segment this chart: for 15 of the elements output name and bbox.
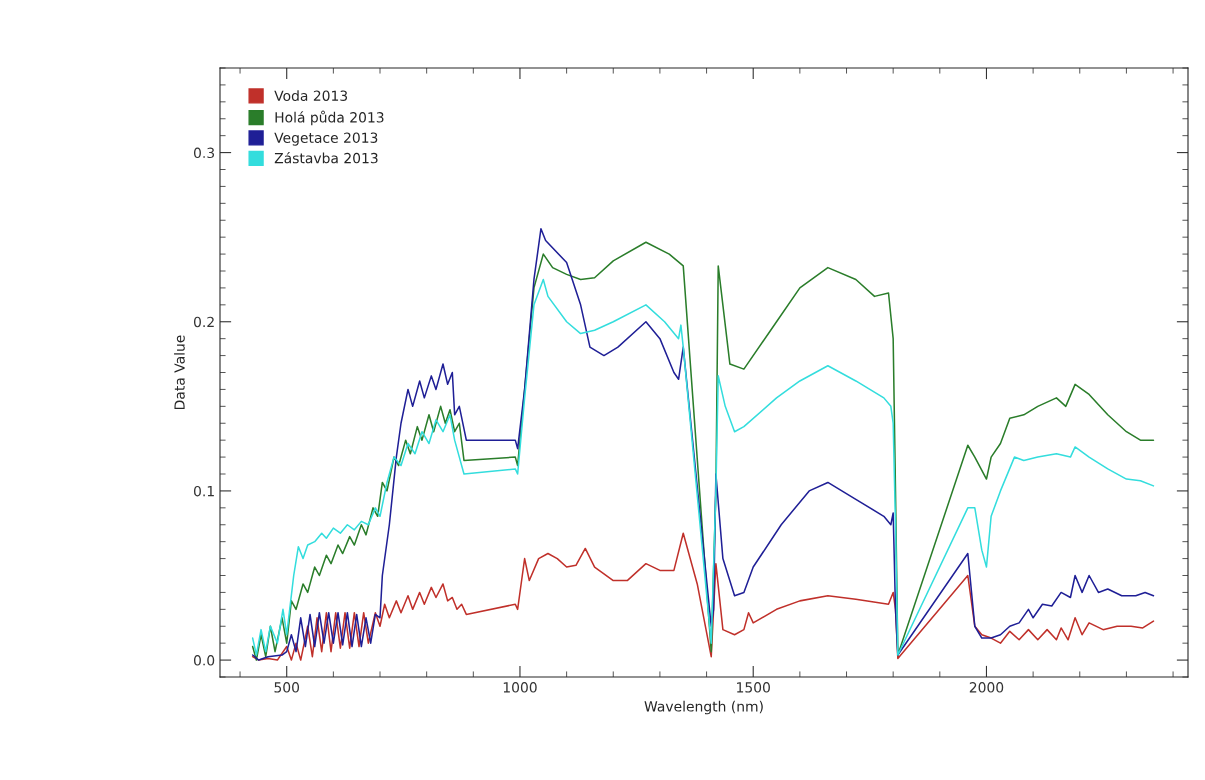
legend-label: Zástavba 2013 (274, 152, 378, 164)
x-tick-label: 500 (274, 682, 300, 693)
legend-label: Vegetace 2013 (274, 132, 378, 146)
x-tick-label: 1500 (737, 682, 770, 693)
y-axis-title: Data Value (174, 335, 185, 409)
x-tick-label: 2000 (969, 682, 1004, 693)
y-tick-label: 0.0 (193, 655, 215, 666)
y-tick-label: 0.3 (193, 147, 215, 159)
line-series (251, 532, 1155, 661)
x-axis-title: Wavelength (nm) (644, 700, 763, 715)
legend-label: Voda 2013 (274, 90, 348, 101)
y-tick-label: 0.2 (193, 316, 214, 328)
legend-label: Holá půda 2013 (275, 110, 384, 126)
x-tick-label: 1000 (503, 682, 537, 693)
y-tick-label: 0.1 (193, 485, 214, 497)
